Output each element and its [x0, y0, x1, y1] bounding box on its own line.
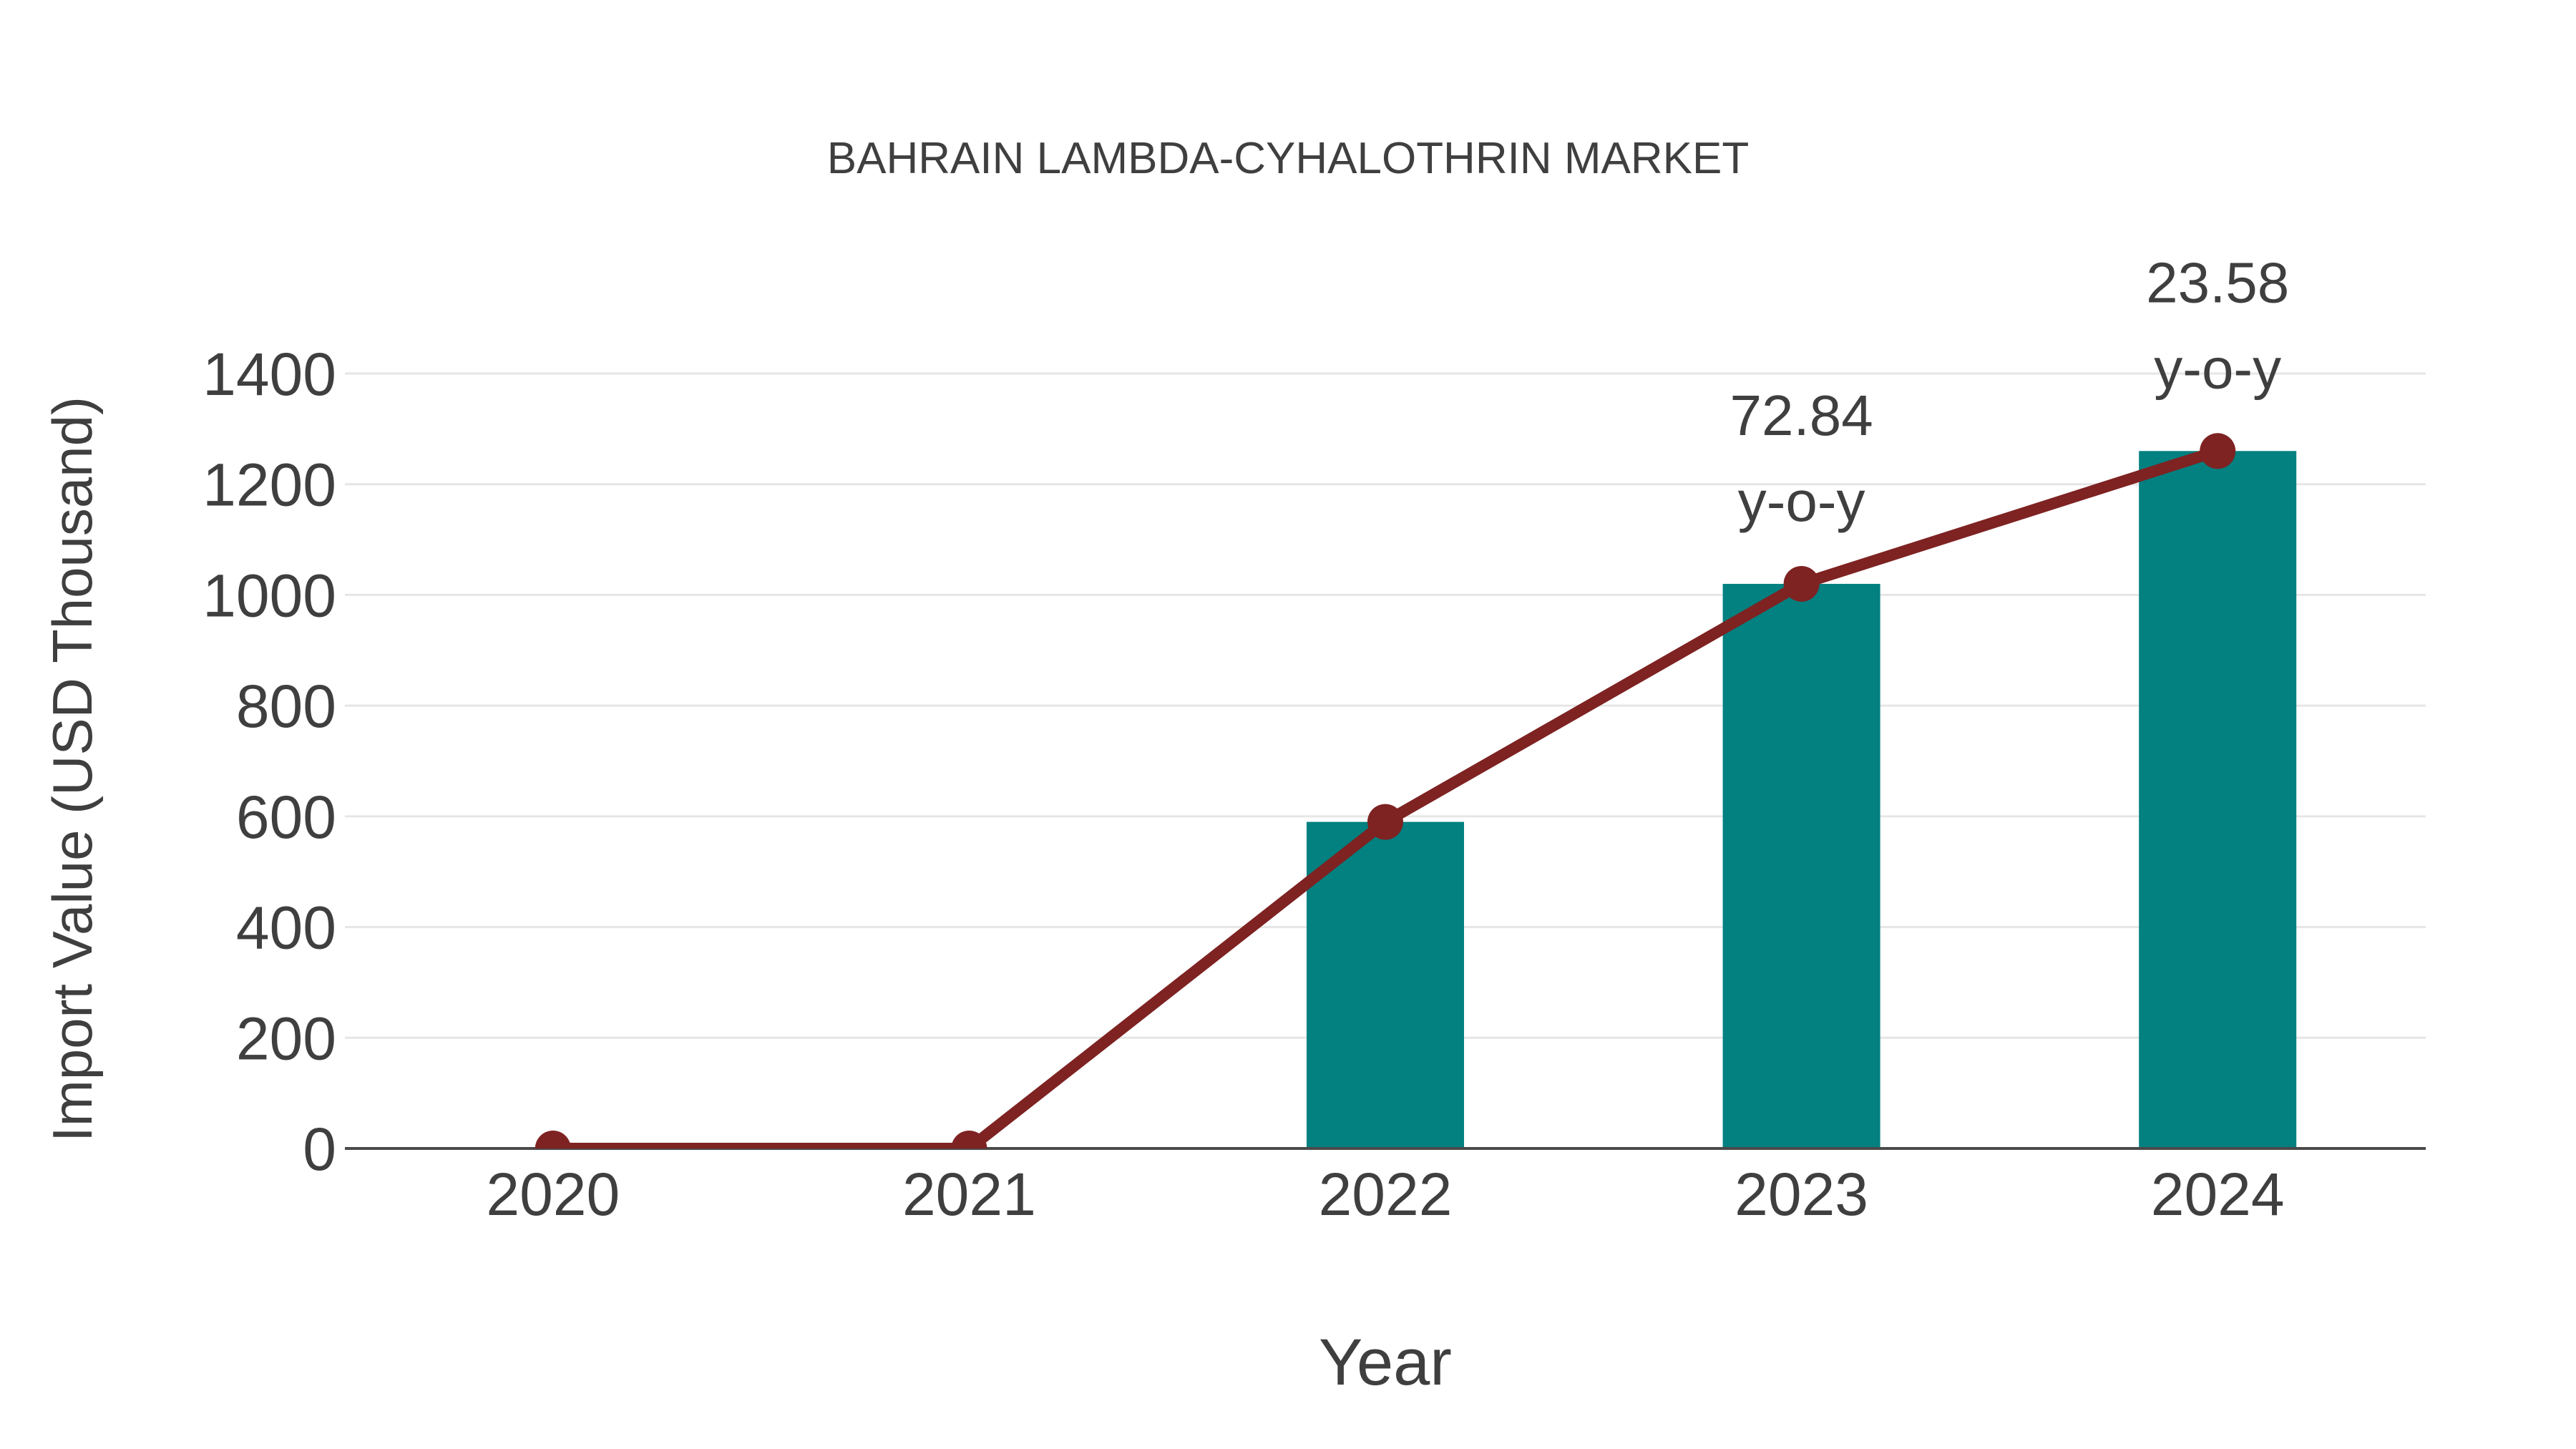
y-tick-label-800: 800 — [236, 673, 336, 740]
bar-2022 — [1307, 821, 1464, 1148]
marker-2023 — [1783, 565, 1820, 602]
x-tick-label-2021: 2021 — [902, 1161, 1036, 1228]
marker-2022 — [1367, 804, 1403, 840]
y-tick-label-200: 200 — [236, 1005, 336, 1072]
bar-2023 — [1722, 583, 1880, 1148]
y-axis-title: Import Value (USD Thousand) — [41, 396, 104, 1142]
x-tick-label-2020: 2020 — [486, 1161, 620, 1228]
x-axis-tick-labels: 2020 2021 2022 2023 2024 — [486, 1161, 2284, 1228]
x-tick-label-2024: 2024 — [2151, 1161, 2285, 1228]
y-tick-label-1400: 1400 — [203, 341, 336, 408]
x-tick-label-2023: 2023 — [1735, 1161, 1868, 1228]
annotations: 72.84 y-o-y 23.58 y-o-y — [1729, 250, 2289, 533]
annotation-yoy-2023: y-o-y — [1738, 469, 1865, 533]
annotation-yoy-2024: y-o-y — [2154, 336, 2281, 400]
y-axis-tick-labels: 0 200 400 600 800 1000 1200 1400 — [203, 341, 336, 1183]
y-tick-label-1200: 1200 — [203, 452, 336, 519]
y-tick-label-400: 400 — [236, 894, 336, 962]
marker-2024 — [2200, 433, 2236, 469]
y-tick-label-1000: 1000 — [203, 562, 336, 629]
marker-2021 — [951, 1131, 987, 1148]
bar-series — [1307, 451, 2297, 1148]
annotation-value-2024: 23.58 — [2146, 250, 2289, 314]
y-tick-label-600: 600 — [236, 784, 336, 851]
x-axis-title: Year — [1319, 1326, 1452, 1399]
bar-2024 — [2139, 451, 2297, 1148]
x-tick-label-2022: 2022 — [1319, 1161, 1453, 1228]
marker-2020 — [535, 1131, 571, 1148]
line-series — [535, 433, 2236, 1148]
annotation-value-2023: 72.84 — [1729, 384, 1873, 447]
y-tick-label-0: 0 — [303, 1116, 336, 1183]
chart-title: BAHRAIN LAMBDA-CYHALOTHRIN MARKET — [827, 134, 1749, 183]
